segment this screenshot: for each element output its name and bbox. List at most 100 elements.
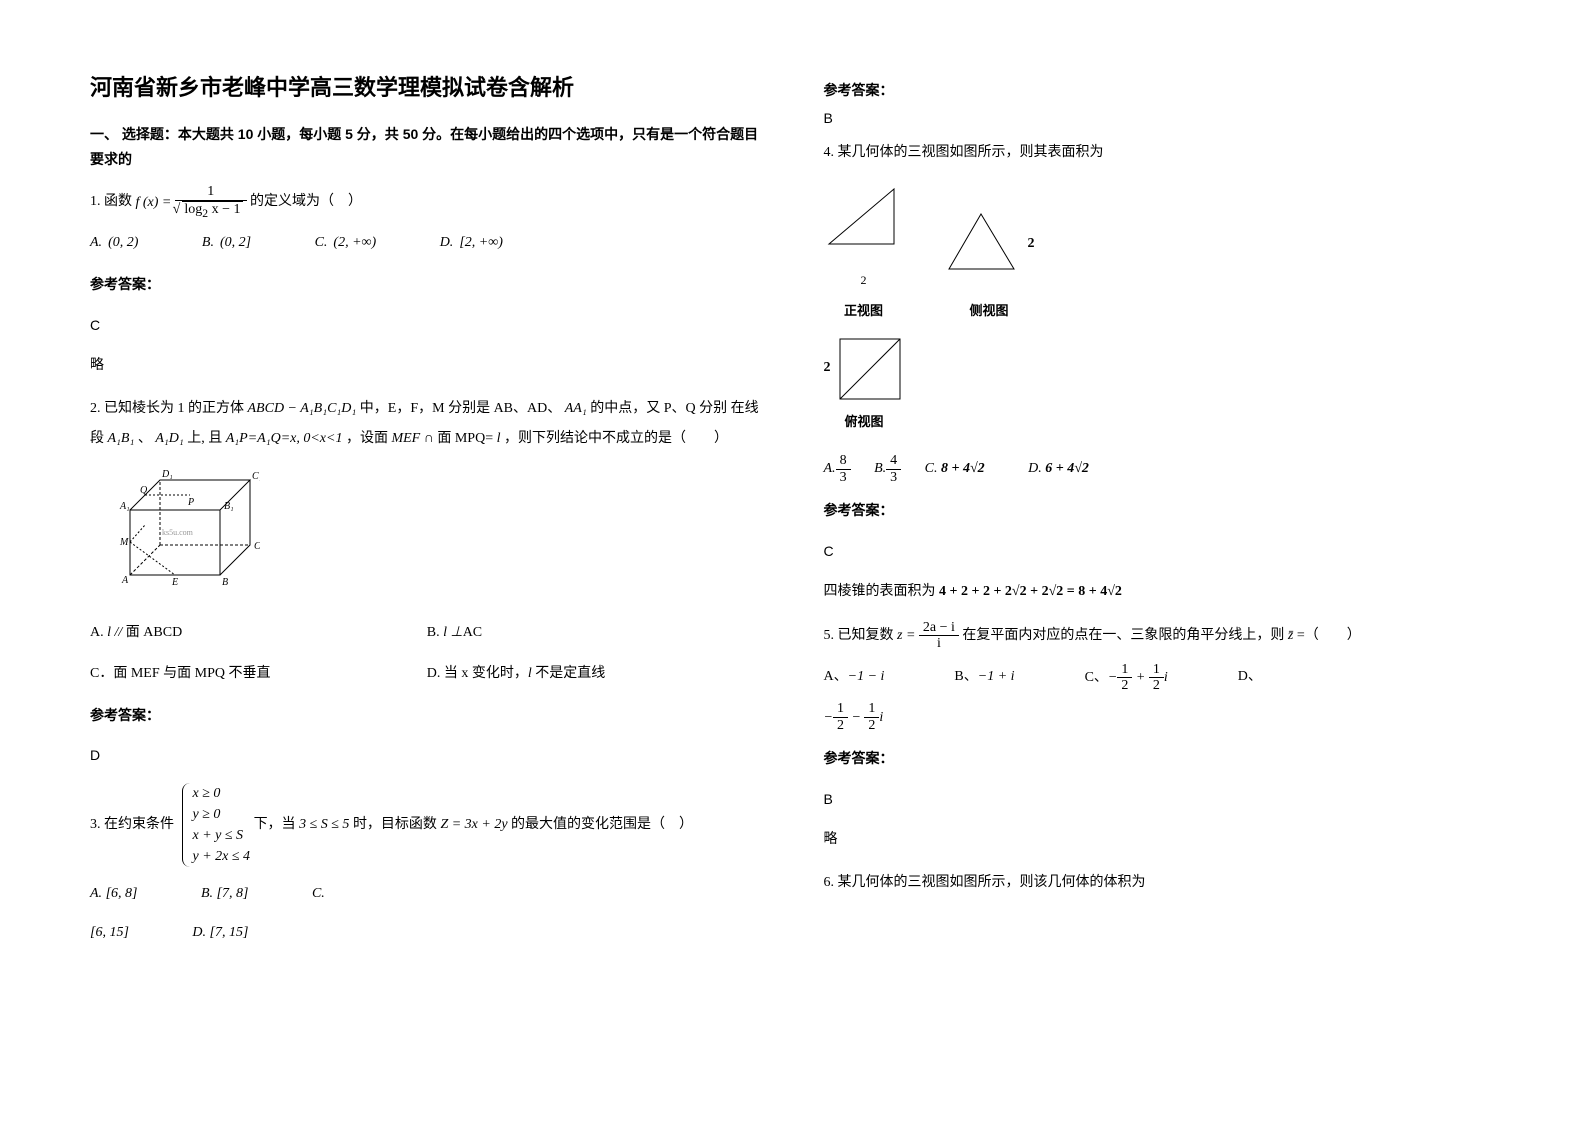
q2-e: 上, 且 [187, 431, 222, 446]
q3-d: 的最大值的变化范围是（ ） [511, 817, 693, 832]
q1-stem-suffix: 的定义域为（ ） [250, 195, 362, 210]
q2-h: ，则下列结论中不成立的是（ ） [504, 431, 728, 446]
q4-answer-label: 参考答案： [824, 495, 1498, 526]
question-4: 4. 某几何体的三视图如图所示，则其表面积为 2 正视图 2 [824, 138, 1498, 608]
views-row1: 2 正视图 2 侧视图 [824, 184, 1498, 326]
q5-answer: B [824, 784, 1498, 815]
q5-c: =（ ） [1297, 628, 1361, 643]
side-label: 侧视图 [944, 297, 1035, 326]
q2-answer-label: 参考答案： [90, 700, 764, 731]
q2-answer: D [90, 740, 764, 771]
question-5: 5. 已知复数 z = 2a − ii 在复平面内对应的点在一、三象限的角平分线… [824, 620, 1498, 856]
cube-svg: A B C D₁ C₁ A₁ B₁ E M P Q ks5u.com [110, 465, 260, 595]
q4-explain: 四棱锥的表面积为 4 + 2 + 2 + 2√2 + 2√2 = 8 + 4√2 [824, 577, 1498, 608]
svg-text:P: P [187, 497, 194, 508]
q2-c: 的中点，又 P、Q 分别 [590, 401, 727, 416]
q4-answer: C [824, 536, 1498, 567]
q4-opt-c: C. 8 + 4√2 [925, 454, 985, 485]
svg-text:B₁: B₁ [224, 501, 234, 512]
svg-text:ks5u.com: ks5u.com [162, 528, 194, 537]
q2-options: A. l // 面 ABCD B. l ⊥AC C．面 MEF 与面 MPQ 不… [90, 618, 764, 690]
svg-text:Q: Q [140, 485, 148, 496]
q2-f: ，设面 [346, 431, 388, 446]
q5-opt-a: A、−1 − i [824, 662, 885, 693]
front-label: 正视图 [824, 297, 904, 326]
side-dim: 2 [1028, 229, 1035, 260]
q2-opt-b: B. l ⊥AC [427, 618, 764, 649]
question-2: 2. 已知棱长为 1 的正方体 ABCD − A₁B₁C₁D₁ 中，E，F，M … [90, 394, 764, 772]
right-column: 参考答案： B 4. 某几何体的三视图如图所示，则其表面积为 2 正视图 [824, 70, 1498, 1052]
q5-z: z = 2a − ii [897, 628, 959, 643]
q5-a: 5. 已知复数 [824, 628, 894, 643]
q3-a: 3. 在约束条件 [90, 817, 174, 832]
q3-constraints: x ≥ 0 y ≥ 0 x + y ≤ S y + 2x ≤ 4 [182, 783, 251, 867]
q1-options: A.(0, 2) B.(0, 2] C.(2, +∞) D.[2, +∞) [90, 228, 764, 259]
q5-opt-d-label: D、 [1238, 662, 1262, 693]
q2-g: ∩ 面 MPQ= [424, 431, 493, 446]
top-view-block: 2 俯视图 [824, 334, 905, 437]
svg-text:M: M [119, 537, 129, 548]
left-column: 河南省新乡市老峰中学高三数学理模拟试卷含解析 一、 选择题：本大题共 10 小题… [90, 70, 764, 1052]
q3-answer-label: 参考答案： [824, 80, 1498, 100]
q1-opt-c: C.(2, +∞) [315, 228, 377, 259]
q2-opt-d: D. 当 x 变化时，l 不是定直线 [427, 659, 764, 690]
top-view-svg [835, 334, 905, 404]
q5-opt-c: C、−12 + 12i [1085, 662, 1168, 694]
q3-opt-c: [6, 15] [90, 918, 129, 949]
q2-seg2: A₁D₁ [155, 431, 183, 446]
q5-options: A、−1 − i B、−1 + i C、−12 + 12i D、 [824, 662, 1498, 694]
front-dim: 2 [824, 267, 904, 293]
q1-answer: C [90, 310, 764, 341]
side-view-block: 2 侧视图 [944, 209, 1035, 326]
q3-opt-c-label: C. [312, 879, 325, 910]
q2-seg1: A₁B₁ [108, 431, 135, 446]
q4-options: A.83 B.43 C. 8 + 4√2 D. 6 + 4√2 [824, 453, 1498, 485]
q4-opt-d: D. 6 + 4√2 [1028, 454, 1089, 485]
q1-opt-b: B.(0, 2] [202, 228, 251, 259]
q2-opt-a: A. l // 面 ABCD [90, 618, 427, 649]
q5-b: 在复平面内对应的点在一、三象限的角平分线上，则 [962, 628, 1284, 643]
svg-text:A: A [121, 575, 129, 586]
front-view-block: 2 正视图 [824, 184, 904, 326]
q3-b: 下，当 [254, 817, 296, 832]
q3-options: A. [6, 8] B. [7, 8] C. [90, 879, 764, 910]
q3-opt-a: A. [6, 8] [90, 879, 137, 910]
question-6: 6. 某几何体的三视图如图所示，则该几何体的体积为 [824, 868, 1498, 899]
svg-text:D₁: D₁ [161, 469, 173, 480]
top-label: 俯视图 [824, 408, 905, 437]
q5-opt-b: B、−1 + i [954, 662, 1014, 693]
q3-answer: B [824, 110, 1498, 126]
q2-l: l [497, 431, 501, 446]
svg-text:E: E [171, 577, 178, 588]
q1-brief: 略 [90, 351, 764, 382]
q1-function: f (x) = 1 log2 x − 1 [136, 195, 251, 210]
q3-z: Z = 3x + 2y [440, 817, 507, 832]
q6-stem: 6. 某几何体的三视图如图所示，则该几何体的体积为 [824, 875, 1146, 890]
q4-opt-a: A.83 [824, 453, 851, 485]
question-3: 3. 在约束条件 x ≥ 0 y ≥ 0 x + y ≤ S y + 2x ≤ … [90, 783, 764, 949]
top-dim: 2 [824, 353, 831, 384]
q2-aa1: AA₁ [565, 401, 587, 416]
q3-c: 时，目标函数 [353, 817, 437, 832]
q5-opt-d: −12 − 12i [824, 701, 1498, 733]
q2-opt-c: C．面 MEF 与面 MPQ 不垂直 [90, 659, 427, 690]
q5-answer-label: 参考答案： [824, 743, 1498, 774]
exam-title: 河南省新乡市老峰中学高三数学理模拟试卷含解析 [90, 70, 764, 102]
q4-three-views: 2 正视图 2 侧视图 2 [824, 184, 1498, 439]
q3-opt-d: D. [7, 15] [192, 918, 248, 949]
q3-range: 3 ≤ S ≤ 5 [299, 817, 349, 832]
q2-d2: 、 [138, 431, 152, 446]
svg-text:A₁: A₁ [119, 501, 130, 512]
q3-options-row2: [6, 15] D. [7, 15] [90, 918, 764, 949]
q2-mef: MEF [391, 431, 420, 446]
q4-stem: 4. 某几何体的三视图如图所示，则其表面积为 [824, 138, 1498, 169]
q3-opt-b: B. [7, 8] [201, 879, 248, 910]
q1-answer-label: 参考答案： [90, 269, 764, 300]
q1-opt-a: A.(0, 2) [90, 228, 138, 259]
svg-text:C: C [254, 541, 260, 552]
q2-a: 2. 已知棱长为 1 的正方体 [90, 401, 244, 416]
question-1: 1. 函数 f (x) = 1 log2 x − 1 的定义域为（ ） A.(0… [90, 184, 764, 381]
q1-stem-prefix: 1. 函数 [90, 195, 132, 210]
q2-b: 中，E，F，M 分别是 AB、AD、 [360, 401, 561, 416]
q4-opt-b: B.43 [874, 453, 901, 485]
